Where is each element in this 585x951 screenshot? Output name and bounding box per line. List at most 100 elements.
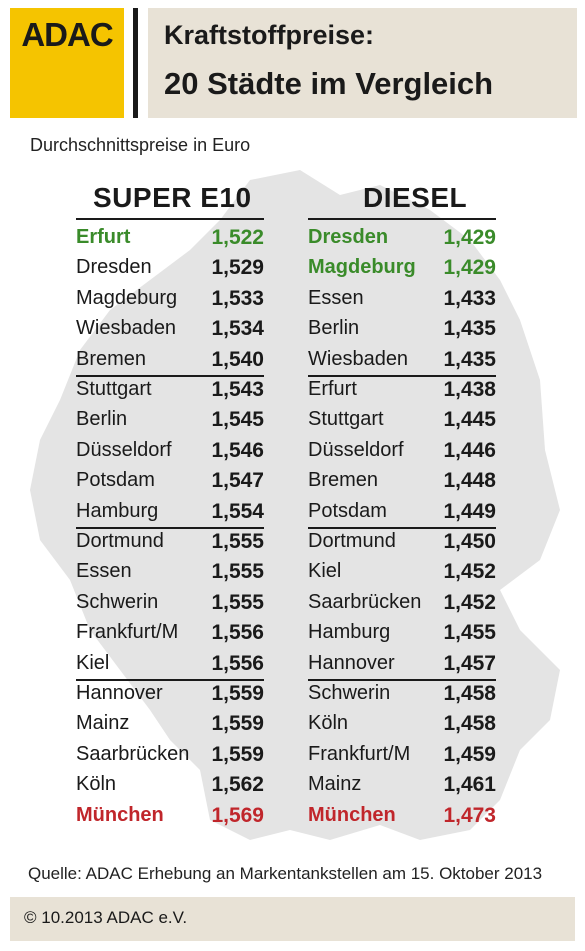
super-e10-city: Wiesbaden (76, 317, 177, 340)
diesel-city: Kiel (308, 560, 342, 583)
super-e10-city: Dresden (76, 256, 152, 279)
diesel-row: Schwerin 1,458 (308, 680, 496, 710)
diesel-price: 1,458 (443, 712, 496, 736)
super-e10-city: Köln (76, 773, 117, 796)
super-e10-city: Magdeburg (76, 286, 178, 309)
diesel-row: Mainz 1,461 (308, 771, 496, 801)
diesel-row: München 1,473 (308, 802, 496, 832)
super-e10-price: 1,546 (211, 438, 264, 462)
diesel-city: Potsdam (308, 499, 387, 522)
super-e10-city: Kiel (76, 651, 110, 674)
super-e10-city: Dortmund (76, 530, 164, 552)
super-e10-city: Bremen (76, 347, 147, 370)
diesel-price: 1,458 (443, 682, 496, 705)
super-e10-row: Dortmund 1,555 (76, 528, 264, 558)
diesel-price: 1,435 (443, 347, 496, 371)
diesel-row: Potsdam 1,449 (308, 498, 496, 528)
diesel-row: Frankfurt/M 1,459 (308, 741, 496, 771)
super-e10-city: Mainz (76, 712, 130, 735)
super-e10-row: Potsdam 1,547 (76, 467, 264, 497)
super-e10-row: Magdeburg 1,533 (76, 285, 264, 315)
diesel-city: München (308, 803, 396, 826)
super-e10-price: 1,559 (211, 712, 264, 736)
super-e10-row: Schwerin 1,555 (76, 589, 264, 619)
super-e10-row: Köln 1,562 (76, 771, 264, 801)
super-e10-row: Berlin 1,545 (76, 406, 264, 436)
diesel-price: 1,450 (443, 530, 496, 553)
super-e10-row: Düsseldorf 1,546 (76, 437, 264, 467)
diesel-price: 1,438 (443, 378, 496, 401)
diesel-title-underline (308, 218, 496, 220)
super-e10-city: Essen (76, 560, 132, 583)
super-e10-row: Bremen 1,540 (76, 346, 264, 376)
super-e10-price: 1,555 (211, 590, 264, 614)
super-e10-price: 1,556 (211, 621, 264, 645)
diesel-price: 1,445 (443, 408, 496, 432)
super-e10-price: 1,540 (211, 347, 264, 371)
diesel-city: Dresden (308, 226, 389, 248)
super-e10-group-separator (76, 375, 264, 377)
diesel-row: Dresden 1,429 (308, 224, 496, 254)
super-e10-price: 1,559 (211, 742, 264, 766)
subtitle: Durchschnittspreise in Euro (30, 135, 251, 155)
super-e10-row: Wiesbaden 1,534 (76, 315, 264, 345)
diesel-city: Erfurt (308, 378, 357, 400)
diesel-title: DIESEL (363, 182, 468, 213)
diesel-city: Dortmund (308, 530, 396, 552)
diesel-city: Stuttgart (308, 408, 384, 431)
diesel-price: 1,452 (443, 590, 496, 614)
diesel-price: 1,449 (443, 499, 496, 523)
super-e10-price: 1,559 (211, 682, 264, 705)
super-e10-price: 1,522 (211, 226, 264, 249)
logo-text: ADAC (21, 16, 113, 53)
diesel-row: Wiesbaden 1,435 (308, 346, 496, 376)
super-e10-price: 1,529 (211, 256, 264, 280)
super-e10-title: SUPER E10 (93, 182, 252, 213)
diesel-price: 1,433 (443, 286, 496, 310)
super-e10-row: Frankfurt/M 1,556 (76, 619, 264, 649)
copyright: © 10.2013 ADAC e.V. (24, 908, 188, 927)
diesel-price: 1,459 (443, 742, 496, 766)
super-e10-price: 1,543 (211, 378, 264, 401)
super-e10-price: 1,533 (211, 286, 264, 310)
super-e10-city: Schwerin (76, 590, 159, 613)
super-e10-row: Hamburg 1,554 (76, 498, 264, 528)
super-e10-price: 1,562 (211, 773, 264, 797)
super-e10-row: Stuttgart 1,543 (76, 376, 264, 406)
diesel-city: Köln (308, 712, 349, 735)
diesel-city: Frankfurt/M (308, 742, 411, 765)
diesel-row: Saarbrücken 1,452 (308, 589, 496, 619)
super-e10-city: Hannover (76, 682, 163, 704)
super-e10-row: Erfurt 1,522 (76, 224, 264, 254)
diesel-row: Hannover 1,457 (308, 650, 496, 680)
super-e10-price: 1,554 (211, 499, 264, 523)
diesel-row: Köln 1,458 (308, 710, 496, 740)
diesel-row: Essen 1,433 (308, 285, 496, 315)
super-e10-row: Essen 1,555 (76, 558, 264, 588)
super-e10-city: Berlin (76, 408, 128, 431)
super-e10-price: 1,555 (211, 560, 264, 584)
super-e10-city: Erfurt (76, 226, 131, 248)
super-e10-city: Potsdam (76, 469, 155, 492)
super-e10-group-separator (76, 679, 264, 681)
super-e10-city: Frankfurt/M (76, 621, 179, 644)
diesel-city: Mainz (308, 773, 362, 796)
title-line-1: Kraftstoffpreise: (164, 20, 375, 50)
super-e10-row: Hannover 1,559 (76, 680, 264, 710)
diesel-row: Kiel 1,452 (308, 558, 496, 588)
diesel-row: Dortmund 1,450 (308, 528, 496, 558)
diesel-price: 1,429 (443, 256, 496, 280)
super-e10-city: München (76, 803, 164, 826)
diesel-price: 1,473 (443, 803, 496, 827)
super-e10-row: Kiel 1,556 (76, 650, 264, 680)
diesel-row: Magdeburg 1,429 (308, 254, 496, 284)
super-e10-price: 1,555 (211, 530, 264, 553)
super-e10-row: Saarbrücken 1,559 (76, 741, 264, 771)
diesel-city: Berlin (308, 317, 360, 340)
diesel-city: Wiesbaden (308, 347, 409, 370)
super-e10-price: 1,569 (211, 803, 264, 827)
diesel-group-separator (308, 375, 496, 377)
diesel-city: Bremen (308, 469, 379, 492)
diesel-city: Düsseldorf (308, 438, 404, 461)
diesel-city: Hannover (308, 651, 395, 674)
